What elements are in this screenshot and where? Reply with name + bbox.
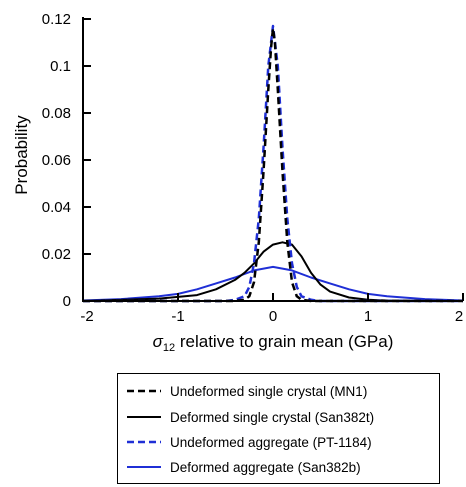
legend-swatch-blue-solid: [127, 466, 161, 468]
x-axis-label-text: relative to grain mean (GPa): [175, 332, 393, 351]
legend-label: Deformed single crystal (San382t): [170, 409, 375, 425]
legend-item-deformed-single-crystal: Deformed single crystal (San382t): [126, 406, 374, 428]
legend-item-undeformed-aggregate: Undeformed aggregate (PT-1184): [126, 431, 372, 453]
legend-swatch-black-dashed: [127, 389, 161, 393]
legend-item-deformed-aggregate: Deformed aggregate (San382b): [126, 456, 361, 478]
series-line-0: [83, 27, 463, 303]
x-axis-label-subscript: 12: [163, 342, 175, 354]
chart: -2 -1 0 1 2 00.020.040.060.080.10.12 Probabi…: [12, 11, 464, 354]
legend: Undeformed single crystal (MN1) Deformed…: [117, 373, 440, 484]
x-tick-label: -2: [80, 308, 93, 325]
legend-label: Deformed aggregate (San382b): [170, 459, 361, 475]
x-tick-label: -1: [171, 308, 184, 325]
legend-swatch-black-solid: [127, 416, 161, 418]
y-tick-label: 0.12: [42, 11, 71, 28]
x-tick-label: 2: [455, 308, 463, 325]
legend-swatch-blue-dashed: [127, 440, 161, 444]
y-ticks: 0 0.02 0.04 0.06 0.08 0.1 0.12: [42, 11, 91, 310]
x-axis-label: σ12 relative to grain mean (GPa): [153, 332, 394, 354]
y-tick-label: 0.04: [42, 199, 71, 216]
legend-item-undeformed-single-crystal: Undeformed single crystal (MN1): [126, 380, 367, 402]
y-tick-label: 0.1: [50, 58, 71, 75]
y-tick-label: 0: [63, 293, 71, 310]
legend-label: Undeformed single crystal (MN1): [170, 383, 368, 399]
y-tick-label: 0.06: [42, 152, 71, 169]
y-axis-label: Probability: [12, 115, 31, 195]
y-tick-label: 0.08: [42, 105, 71, 122]
series-line-3: [82, 265, 464, 302]
x-ticks: -2 -1 0 1 2: [80, 293, 464, 325]
x-tick-label: 1: [364, 308, 372, 325]
x-axis-label-symbol: σ: [153, 332, 164, 351]
plot-lines: [82, 24, 464, 303]
legend-label: Undeformed aggregate (PT-1184): [170, 434, 372, 450]
y-tick-label: 0.02: [42, 246, 71, 263]
x-tick-label: 0: [269, 308, 277, 325]
series-line-1: [82, 241, 464, 302]
series-line-2: [83, 24, 463, 303]
